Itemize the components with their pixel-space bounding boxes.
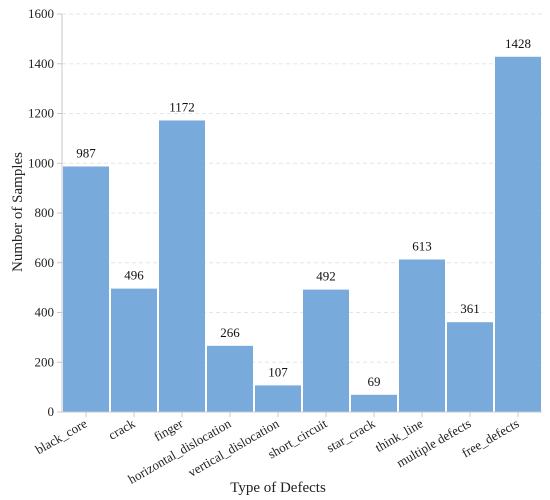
y-tick-label: 1400 xyxy=(28,56,54,71)
value-label: 613 xyxy=(412,239,432,254)
y-tick-label: 800 xyxy=(35,205,55,220)
bar-vertical-dislocation xyxy=(255,385,301,412)
bar-star-crack xyxy=(351,394,397,412)
x-axis-title: Type of Defects xyxy=(230,480,326,496)
value-label: 361 xyxy=(460,301,480,316)
value-label: 492 xyxy=(316,269,336,284)
y-tick-label: 1200 xyxy=(28,106,54,121)
value-label: 496 xyxy=(124,268,144,283)
y-tick-label: 1600 xyxy=(28,6,54,21)
x-tick-label: black_core xyxy=(33,415,90,457)
y-axis-title: Number of Samples xyxy=(10,152,26,272)
bar-short-circuit xyxy=(303,289,349,412)
x-tick-label: crack xyxy=(106,415,138,442)
value-label: 987 xyxy=(76,145,96,160)
bar-multiple-defects xyxy=(447,322,493,412)
bar-think-line xyxy=(399,259,445,412)
x-tick-labels: black_core crack fingerhorizontal_dislocat… xyxy=(33,412,522,487)
y-tick-label: 0 xyxy=(48,404,55,419)
y-tick-label: 200 xyxy=(35,354,55,369)
bar-finger xyxy=(159,120,205,412)
value-label: 1428 xyxy=(505,36,531,51)
value-label: 266 xyxy=(220,325,240,340)
bar-crack xyxy=(111,288,157,412)
value-labels: 987 496 1172 266 107 492 69 613 361 1428 xyxy=(76,36,531,389)
x-tick-label: star_crack xyxy=(324,415,378,455)
bar-free-defects xyxy=(495,56,541,412)
value-label: 1172 xyxy=(169,99,195,114)
value-label: 107 xyxy=(268,364,288,379)
bar-black-core xyxy=(63,166,109,412)
bar-horizontal-dislocation xyxy=(207,345,253,412)
bars xyxy=(63,56,541,412)
y-tick-labels: 0 200 400 600 800 1000 1200 1400 1600 xyxy=(28,6,62,419)
y-tick-label: 400 xyxy=(35,305,55,320)
value-label: 69 xyxy=(368,374,381,389)
y-tick-label: 1000 xyxy=(28,155,54,170)
y-tick-label: 600 xyxy=(35,255,55,270)
x-tick-label: finger xyxy=(151,415,186,444)
